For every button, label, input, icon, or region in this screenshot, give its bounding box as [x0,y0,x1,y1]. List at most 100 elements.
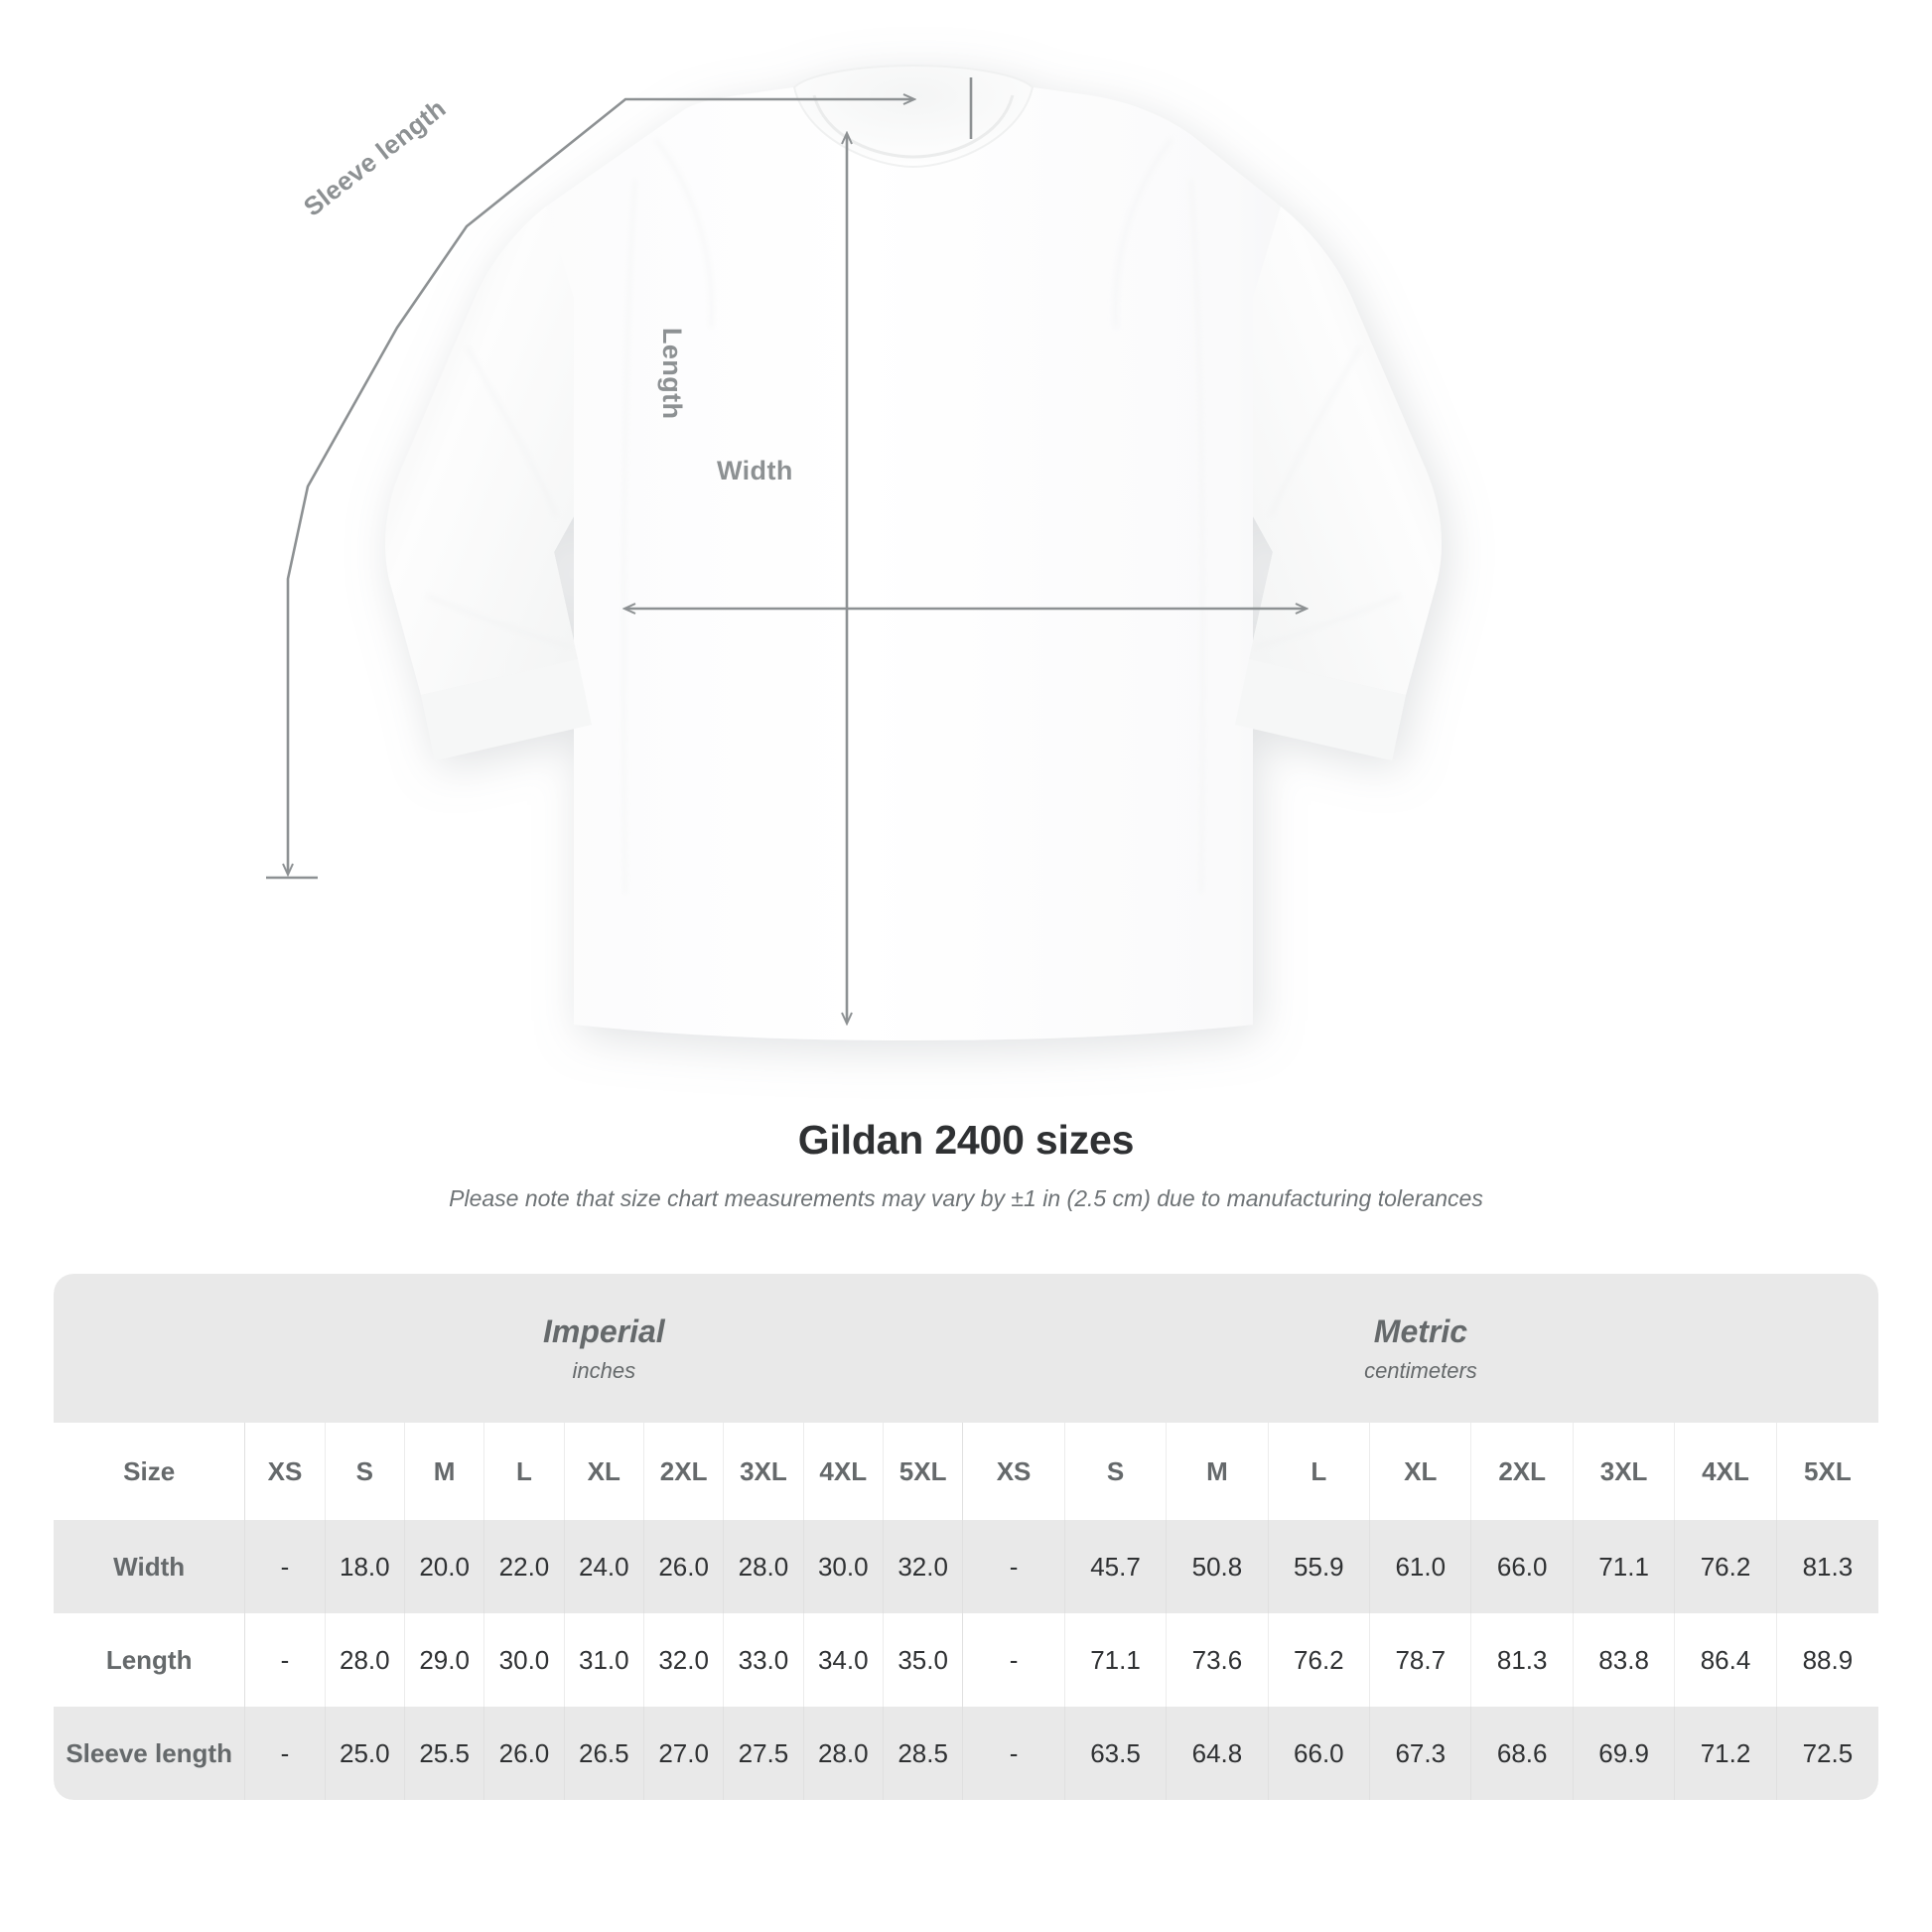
cell-width-metric-m: 50.8 [1166,1520,1269,1613]
cell-length-imperial-2xl: 32.0 [642,1613,724,1707]
cell-width-metric-3xl: 71.1 [1572,1520,1675,1613]
size-header-metric-5xl: 5XL [1775,1423,1878,1520]
size-header-imperial-l: L [483,1423,565,1520]
unit-metric-name: Metric [1373,1312,1468,1349]
cell-sleeve-imperial-s: 25.0 [324,1707,405,1800]
row-label-length: Length [54,1613,245,1707]
size-header-imperial-s: S [324,1423,405,1520]
size-header-metric-4xl: 4XL [1674,1423,1777,1520]
cell-sleeve-metric-3xl: 69.9 [1572,1707,1675,1800]
cell-width-imperial-xl: 24.0 [563,1520,644,1613]
page-title: Gildan 2400 sizes [797,1117,1135,1163]
left-sleeve [385,207,578,695]
cell-width-imperial-l: 22.0 [483,1520,565,1613]
size-table: Imperial inches Metric centimeters Size … [54,1274,1878,1800]
table-row-width: Width - 18.0 20.0 22.0 24.0 26.0 28.0 30… [54,1520,1878,1613]
cell-sleeve-metric-4xl: 71.2 [1674,1707,1777,1800]
size-header-imperial-xl: XL [563,1423,644,1520]
cell-length-imperial-xs: - [244,1613,326,1707]
cell-sleeve-imperial-2xl: 27.0 [642,1707,724,1800]
cell-length-metric-s: 71.1 [1063,1613,1167,1707]
size-header-metric-m: M [1166,1423,1269,1520]
size-header-metric-xl: XL [1369,1423,1471,1520]
cell-width-metric-4xl: 76.2 [1674,1520,1777,1613]
cell-sleeve-imperial-xs: - [244,1707,326,1800]
cell-length-imperial-xl: 31.0 [563,1613,644,1707]
cell-width-imperial-4xl: 30.0 [802,1520,884,1613]
table-row-sleeve-length: Sleeve length - 25.0 25.5 26.0 26.5 27.0… [54,1707,1878,1800]
width-label: Width [717,456,793,485]
size-header-metric-3xl: 3XL [1572,1423,1675,1520]
long-sleeve-shirt-svg [266,64,1442,1040]
size-header-imperial-3xl: 3XL [723,1423,804,1520]
cell-width-metric-5xl: 81.3 [1775,1520,1878,1613]
cell-length-metric-xs: - [962,1613,1065,1707]
collar-inner [812,94,1015,159]
title-block: Gildan 2400 sizes Please note that size … [0,1117,1932,1212]
tolerance-note: Please note that size chart measurements… [449,1185,1483,1211]
cell-sleeve-imperial-xl: 26.5 [563,1707,644,1800]
size-header-row: Size XS S M L XL 2XL 3XL 4XL 5XL XS S M … [54,1423,1878,1520]
cell-sleeve-metric-xs: - [962,1707,1065,1800]
cell-width-imperial-m: 20.0 [403,1520,484,1613]
row-label-width: Width [54,1520,245,1613]
cell-width-imperial-s: 18.0 [324,1520,405,1613]
shirt-silhouette [385,87,1442,1040]
unit-banner-spacer [54,1274,245,1423]
size-header-imperial-4xl: 4XL [802,1423,884,1520]
cell-sleeve-imperial-4xl: 28.0 [802,1707,884,1800]
cell-length-imperial-m: 29.0 [403,1613,484,1707]
cell-length-metric-m: 73.6 [1166,1613,1269,1707]
measurement-lines [266,77,1306,1023]
unit-imperial-sub: inches [572,1357,636,1383]
cell-width-metric-s: 45.7 [1063,1520,1167,1613]
length-label: Length [657,328,687,420]
cell-length-metric-xl: 78.7 [1369,1613,1471,1707]
cell-width-metric-xs: - [962,1520,1065,1613]
cell-length-metric-2xl: 81.3 [1470,1613,1574,1707]
fabric-folds [426,138,1401,895]
row-label-sleeve-length: Sleeve length [54,1707,245,1800]
cell-width-metric-l: 55.9 [1267,1520,1370,1613]
size-header-metric-s: S [1063,1423,1167,1520]
cell-sleeve-metric-xl: 67.3 [1369,1707,1471,1800]
right-sleeve [1249,207,1442,695]
unit-imperial-name: Imperial [542,1312,665,1349]
unit-imperial: Imperial inches [244,1274,963,1423]
cell-width-imperial-3xl: 28.0 [723,1520,804,1613]
cell-sleeve-metric-2xl: 68.6 [1470,1707,1574,1800]
table-row-length: Length - 28.0 29.0 30.0 31.0 32.0 33.0 3… [54,1613,1878,1707]
cell-width-metric-2xl: 66.0 [1470,1520,1574,1613]
right-cuff [1235,659,1406,760]
cell-width-imperial-5xl: 32.0 [882,1520,963,1613]
left-cuff [421,659,592,760]
cell-sleeve-metric-5xl: 72.5 [1775,1707,1878,1800]
cell-sleeve-metric-m: 64.8 [1166,1707,1269,1800]
cell-length-metric-l: 76.2 [1267,1613,1370,1707]
cell-sleeve-metric-s: 63.5 [1063,1707,1167,1800]
cell-sleeve-imperial-m: 25.5 [403,1707,484,1800]
cell-length-imperial-5xl: 35.0 [882,1613,963,1707]
cell-sleeve-imperial-5xl: 28.5 [882,1707,963,1800]
cell-width-imperial-2xl: 26.0 [642,1520,724,1613]
size-header-label: Size [54,1423,245,1520]
shirt-body-group [385,64,1442,1040]
cell-length-imperial-4xl: 34.0 [802,1613,884,1707]
garment-illustration: Sleeve length Length Width [266,64,1442,1040]
size-table-container: Imperial inches Metric centimeters Size … [54,1274,1878,1800]
size-header-imperial-xs: XS [244,1423,326,1520]
cell-length-metric-4xl: 86.4 [1674,1613,1777,1707]
unit-metric-sub: centimeters [1364,1357,1477,1383]
size-header-metric-2xl: 2XL [1470,1423,1574,1520]
cell-length-metric-5xl: 88.9 [1775,1613,1878,1707]
unit-banner-row: Imperial inches Metric centimeters [54,1274,1878,1423]
cell-length-imperial-s: 28.0 [324,1613,405,1707]
size-header-metric-xs: XS [962,1423,1065,1520]
cell-length-metric-3xl: 83.8 [1572,1613,1675,1707]
cell-width-imperial-xs: - [244,1520,326,1613]
cell-sleeve-imperial-l: 26.0 [483,1707,565,1800]
sleeve-measure-line [286,99,913,834]
size-header-metric-l: L [1267,1423,1370,1520]
cell-length-imperial-l: 30.0 [483,1613,565,1707]
